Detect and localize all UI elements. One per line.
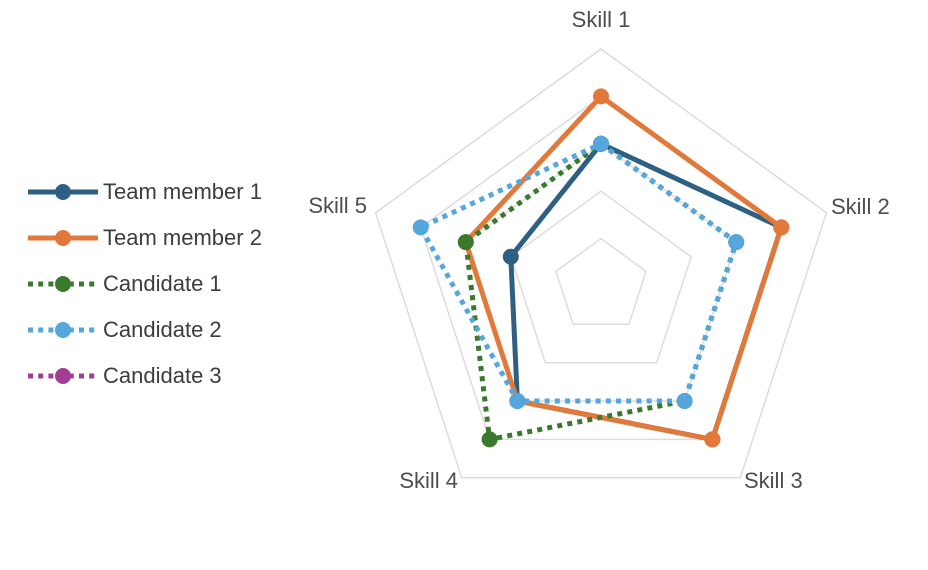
legend-swatch-team-member-2 (28, 230, 98, 246)
legend-item-candidate-1: Candidate 1 (28, 261, 262, 307)
legend-swatch-team-member-1 (28, 184, 98, 200)
category-label-skill-5: Skill 5 (308, 193, 367, 218)
series-candidate-2 (412, 135, 745, 409)
legend-item-candidate-2: Candidate 2 (28, 307, 262, 353)
legend-swatch-candidate-1 (28, 276, 98, 292)
legend-item-candidate-3: Candidate 3 (28, 353, 262, 399)
legend-swatch-candidate-2 (28, 322, 98, 338)
legend-swatch-candidate-3 (28, 368, 98, 384)
legend-label: Candidate 2 (103, 317, 222, 342)
category-label-skill-3: Skill 3 (744, 468, 803, 493)
category-label-skill-4: Skill 4 (399, 468, 458, 493)
legend-item-team-member-2: Team member 2 (28, 215, 262, 261)
series-team-member-2 (457, 88, 790, 448)
legend-label: Candidate 1 (103, 271, 222, 296)
legend-item-team-member-1: Team member 1 (28, 169, 262, 215)
legend-label: Team member 1 (103, 179, 262, 204)
legend-label: Candidate 3 (103, 363, 222, 388)
category-label-skill-2: Skill 2 (831, 194, 890, 219)
chart-legend: Team member 1 Team member 2 Candidate 1 … (28, 169, 262, 399)
category-label-skill-1: Skill 1 (571, 7, 631, 32)
legend-label: Team member 2 (103, 225, 262, 250)
